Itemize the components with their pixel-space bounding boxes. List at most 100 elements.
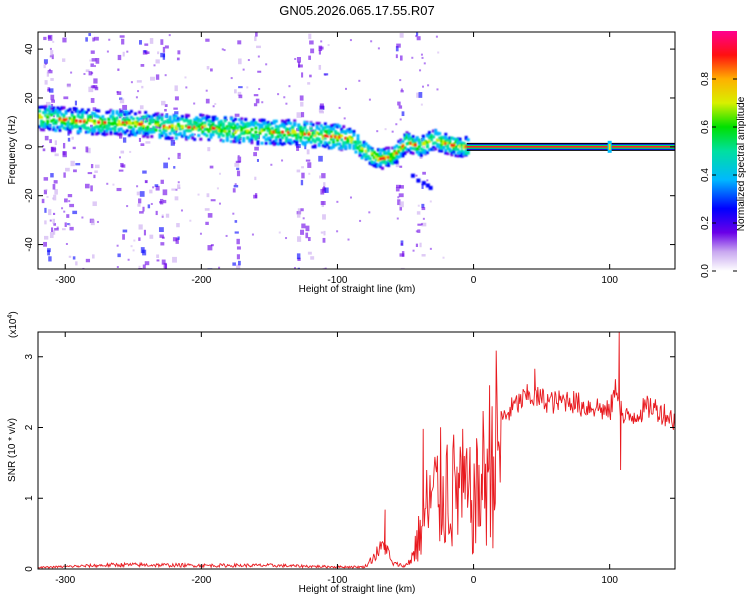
ridge-cell [368, 157, 372, 161]
ridge-cell [358, 149, 362, 153]
noise-speckle [161, 100, 166, 106]
noise-speckle [92, 37, 95, 42]
ridge-cell [42, 105, 46, 109]
ridge-cell [68, 116, 72, 120]
noise-speckle [417, 229, 421, 233]
ridge-cell [125, 110, 129, 114]
ridge-cell [389, 152, 393, 156]
noise-speckle [137, 203, 141, 207]
noise-speckle [63, 210, 66, 213]
noise-speckle [163, 162, 168, 169]
noise-speckle [150, 76, 155, 81]
ridge-cell [413, 147, 417, 151]
noise-speckle [170, 139, 175, 146]
ridge-cell [195, 127, 199, 131]
noise-speckle [216, 187, 219, 190]
noise-speckle [178, 155, 181, 158]
ridge-cell [462, 152, 466, 156]
ridge-cell [113, 126, 117, 130]
ridge-cell [278, 141, 282, 145]
ridge-cell [113, 121, 117, 125]
ridge-cell [56, 119, 60, 123]
noise-speckle [297, 267, 300, 269]
ridge-cell [201, 114, 205, 118]
ridge-cell [172, 131, 176, 135]
noise-speckle [48, 68, 51, 71]
ridge-cell [115, 132, 119, 136]
noise-speckle [47, 70, 53, 74]
ridge-cell [44, 122, 48, 126]
ridge-cell [148, 118, 152, 122]
ridge-cell [136, 120, 139, 124]
ridge-cell [46, 125, 50, 129]
noise-speckle [129, 150, 132, 153]
ridge-cell [385, 163, 389, 167]
ridge-cell [146, 135, 150, 139]
ridge-peak-cell [307, 132, 311, 136]
ridge-cell [291, 125, 295, 129]
ridge-cell [160, 133, 164, 137]
noise-speckle [47, 89, 51, 92]
ridge-cell [109, 127, 113, 131]
ridge-cell [76, 129, 80, 133]
ridge-cell [332, 123, 335, 127]
ridge-cell [430, 135, 433, 139]
ridge-cell [270, 130, 274, 134]
ridge-cell [280, 119, 284, 123]
ridge-cell [48, 123, 52, 127]
ridge-cell [107, 123, 111, 127]
noise-speckle [52, 212, 56, 215]
noise-speckle [237, 156, 242, 163]
noise-speckle [66, 214, 70, 218]
ridge-cell [70, 113, 74, 117]
noise-speckle [81, 216, 84, 219]
ridge-cell [268, 122, 272, 126]
ridge-cell [187, 114, 191, 118]
ridge-cell [348, 127, 352, 131]
ridge-cell [140, 128, 144, 132]
ridge-cell [374, 164, 378, 168]
noise-speckle [377, 47, 380, 50]
ridge-cell [97, 115, 101, 119]
ridge-peak-cell [409, 141, 413, 145]
ridge-cell [221, 123, 225, 127]
noise-speckle [323, 186, 326, 191]
ridge-cell [156, 123, 160, 127]
ridge-cell [217, 135, 221, 139]
noise-speckle [173, 107, 178, 110]
noise-speckle [205, 98, 210, 104]
ridge-cell [403, 146, 407, 150]
ridge-cell [127, 121, 131, 125]
ridge-cell [227, 132, 231, 136]
ridge-peak-cell [168, 125, 172, 129]
ridge-cell [448, 138, 452, 142]
noise-speckle [160, 39, 164, 45]
x-tick-label: 100 [601, 575, 618, 586]
noise-speckle [138, 137, 142, 142]
noise-speckle [85, 258, 91, 263]
ridge-cell [317, 132, 321, 136]
noise-speckle [297, 236, 302, 242]
ridge-cell [40, 119, 44, 123]
noise-speckle [174, 111, 179, 115]
ridge-cell [215, 131, 219, 135]
ridge-cell [148, 121, 152, 125]
ridge-cell [358, 140, 362, 144]
ridge-cell [68, 123, 72, 127]
noise-speckle [116, 90, 119, 93]
ridge-cell [242, 131, 246, 135]
ridge-cell [164, 133, 168, 137]
ridge-peak-cell [193, 125, 197, 129]
noise-speckle [251, 233, 254, 236]
ridge-cell [87, 130, 90, 134]
noise-speckle [189, 219, 192, 222]
noise-speckle [322, 237, 326, 243]
ridge-cell [142, 134, 146, 138]
ridge-cell [115, 123, 119, 127]
ridge-cell [164, 136, 168, 140]
noise-speckle [421, 222, 427, 227]
ridge-cell [291, 132, 295, 136]
noise-speckle [150, 202, 153, 205]
ridge-cell [66, 120, 70, 124]
ridge-cell [78, 129, 82, 133]
